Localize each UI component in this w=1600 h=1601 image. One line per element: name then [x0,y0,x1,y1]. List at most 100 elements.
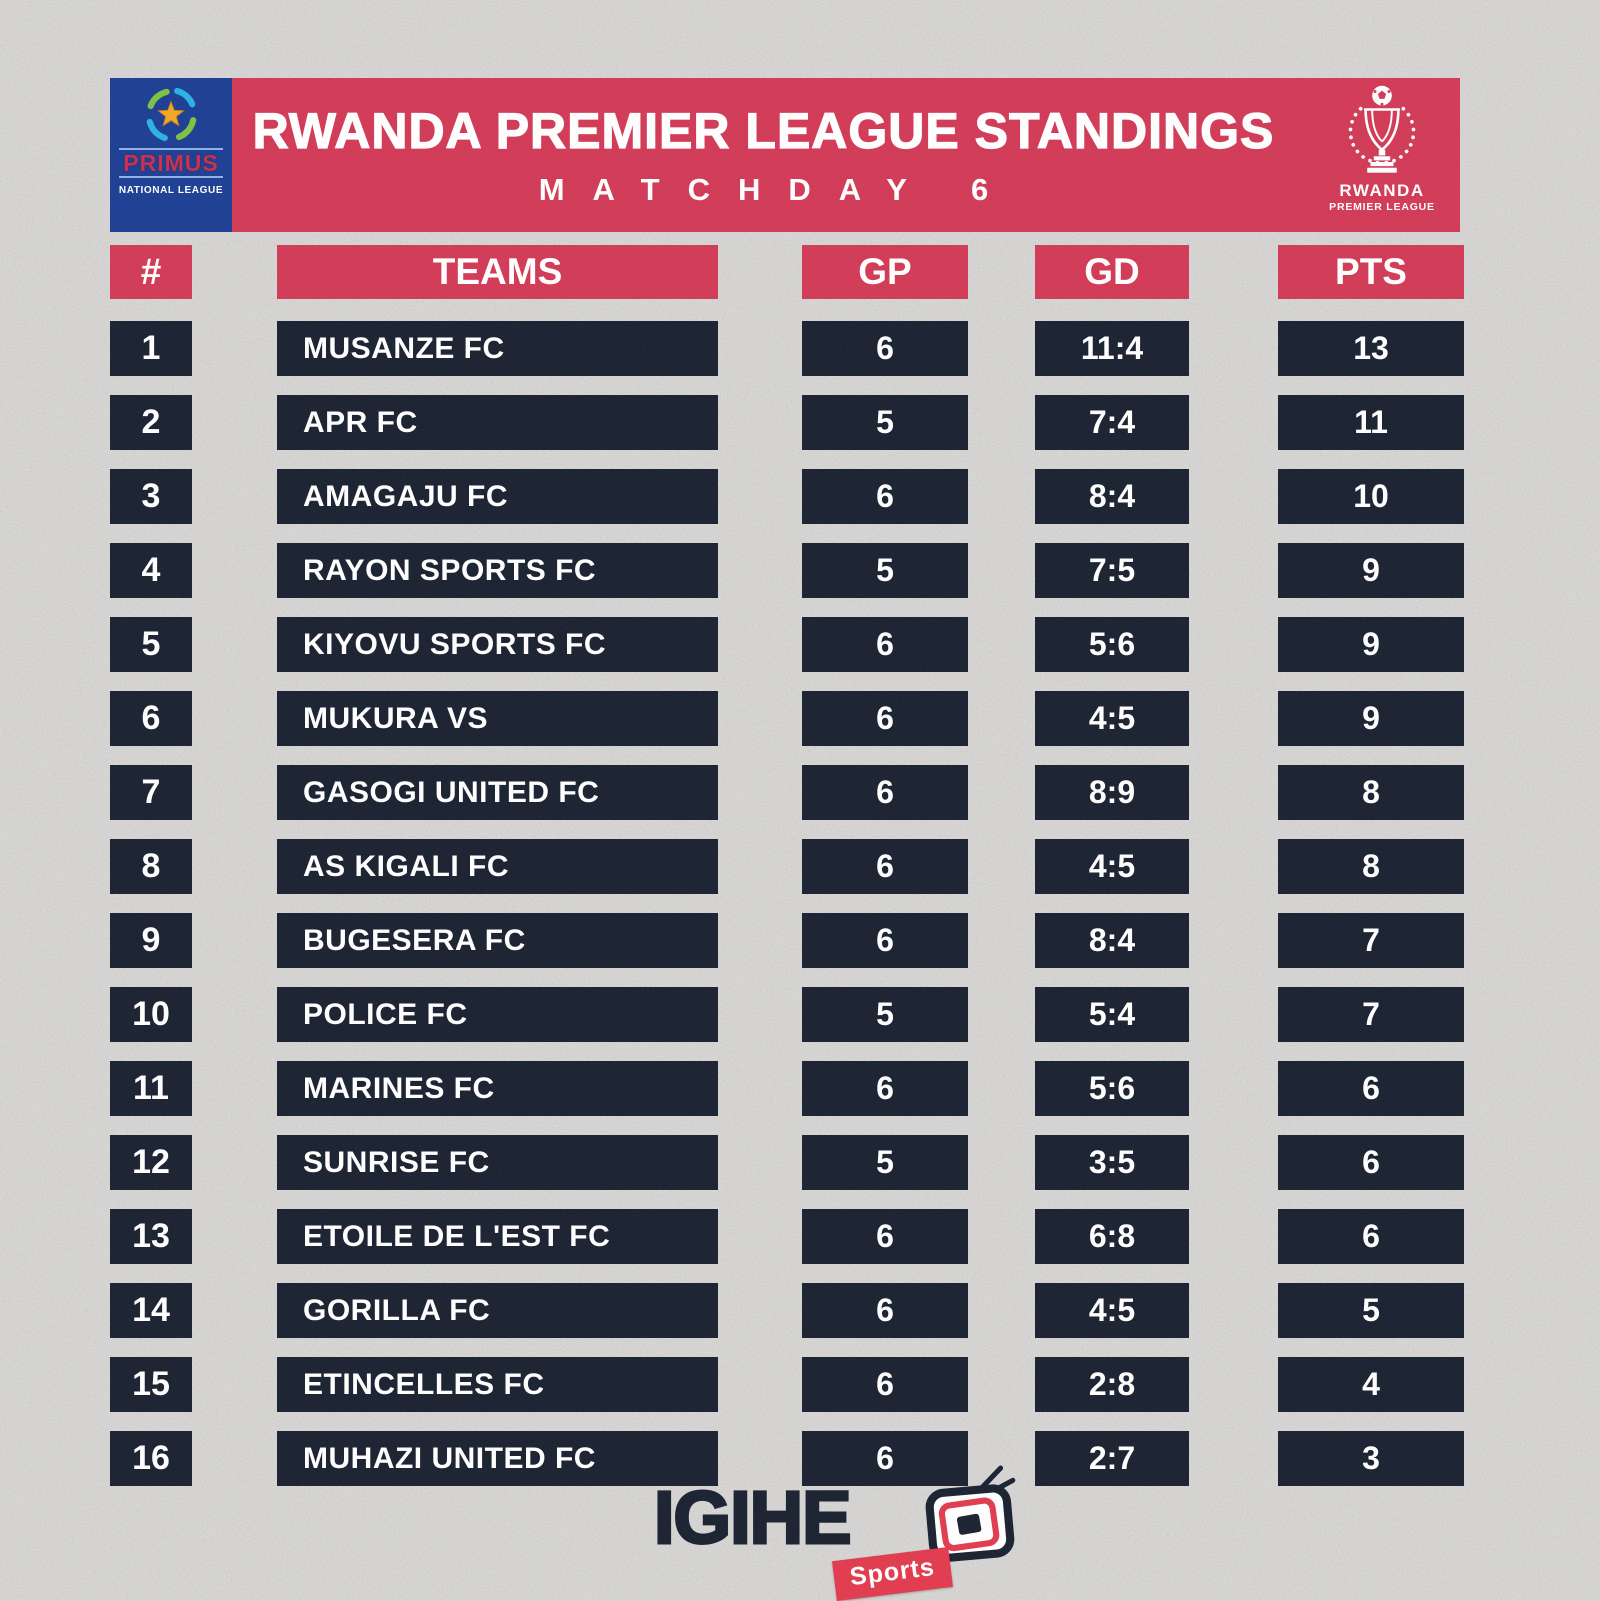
table-row: 12 SUNRISE FC 5 3:5 6 [110,1135,1464,1190]
team-name-cell: KIYOVU SPORTS FC [277,617,718,672]
rank-cell: 10 [110,987,192,1042]
pts-cell: 8 [1278,839,1464,894]
gp-cell: 6 [802,691,968,746]
rank-cell: 5 [110,617,192,672]
gp-cell: 6 [802,469,968,524]
gd-cell: 7:4 [1035,395,1189,450]
gd-cell: 5:4 [1035,987,1189,1042]
team-name-cell: MUSANZE FC [277,321,718,376]
pts-cell: 6 [1278,1061,1464,1116]
gd-cell: 8:9 [1035,765,1189,820]
gd-cell: 3:5 [1035,1135,1189,1190]
gp-cell: 5 [802,1135,968,1190]
rank-cell: 12 [110,1135,192,1190]
gd-cell: 4:5 [1035,839,1189,894]
gp-cell: 6 [802,617,968,672]
table-row: 9 BUGESERA FC 6 8:4 7 [110,913,1464,968]
rank-cell: 16 [110,1431,192,1486]
pts-cell: 7 [1278,987,1464,1042]
igihe-wordmark: IGIHE [652,1476,852,1559]
header-cell-pts: PTS [1278,245,1464,299]
gd-cell: 4:5 [1035,691,1189,746]
pts-cell: 6 [1278,1135,1464,1190]
team-name-cell: AS KIGALI FC [277,839,718,894]
gd-cell: 11:4 [1035,321,1189,376]
gd-cell: 8:4 [1035,469,1189,524]
team-name-cell: BUGESERA FC [277,913,718,968]
rpl-logo-line2: PREMIER LEAGUE [1329,200,1435,213]
table-row: 2 APR FC 5 7:4 11 [110,395,1464,450]
page-title: RWANDA PREMIER LEAGUE STANDINGS [252,102,1275,159]
header-cell-rank: # [110,245,192,299]
rank-cell: 3 [110,469,192,524]
pts-cell: 7 [1278,913,1464,968]
team-name-cell: AMAGAJU FC [277,469,718,524]
gd-cell: 4:5 [1035,1283,1189,1338]
gp-cell: 6 [802,1209,968,1264]
pts-cell: 13 [1278,321,1464,376]
pts-cell: 9 [1278,691,1464,746]
rank-cell: 7 [110,765,192,820]
rank-cell: 14 [110,1283,192,1338]
team-name-cell: ETINCELLES FC [277,1357,718,1412]
matchday-subtitle: MATCHDAY 6 [538,172,1017,207]
primus-ball-icon [146,87,197,142]
rank-cell: 6 [110,691,192,746]
table-row: 5 KIYOVU SPORTS FC 6 5:6 9 [110,617,1464,672]
rank-cell: 11 [110,1061,192,1116]
gp-cell: 6 [802,765,968,820]
primus-subtitle: NATIONAL LEAGUE [118,185,224,197]
table-row: 1 MUSANZE FC 6 11:4 13 [110,321,1464,376]
header-cell-gd: GD [1035,245,1189,299]
table-row: 3 AMAGAJU FC 6 8:4 10 [110,469,1464,524]
rank-cell: 1 [110,321,192,376]
table-row: 4 RAYON SPORTS FC 5 7:5 9 [110,543,1464,598]
rank-cell: 8 [110,839,192,894]
header-cell-teams: TEAMS [277,245,718,299]
team-name-cell: MUKURA VS [277,691,718,746]
gp-cell: 5 [802,395,968,450]
rank-cell: 15 [110,1357,192,1412]
gd-cell: 5:6 [1035,617,1189,672]
table-row: 6 MUKURA VS 6 4:5 9 [110,691,1464,746]
gp-cell: 6 [802,321,968,376]
gp-cell: 6 [802,1283,968,1338]
igihe-logo: IGIHE Sports [640,1465,1050,1601]
team-name-cell: ETOILE DE L'EST FC [277,1209,718,1264]
team-name-cell: POLICE FC [277,987,718,1042]
gp-cell: 6 [802,913,968,968]
gp-cell: 5 [802,543,968,598]
trophy-icon [1348,85,1416,173]
header-titles: RWANDA PREMIER LEAGUE STANDINGS MATCHDAY… [232,78,1295,232]
pts-cell: 9 [1278,617,1464,672]
team-name-cell: GORILLA FC [277,1283,718,1338]
table-row: 14 GORILLA FC 6 4:5 5 [110,1283,1464,1338]
gp-cell: 6 [802,1061,968,1116]
gd-cell: 5:6 [1035,1061,1189,1116]
gd-cell: 7:5 [1035,543,1189,598]
gp-cell: 5 [802,987,968,1042]
primus-brand: PRIMUS [119,148,223,179]
pts-cell: 11 [1278,395,1464,450]
gp-cell: 6 [802,839,968,894]
table-row: 8 AS KIGALI FC 6 4:5 8 [110,839,1464,894]
rank-cell: 4 [110,543,192,598]
pts-cell: 8 [1278,765,1464,820]
pts-cell: 3 [1278,1431,1464,1486]
pts-cell: 10 [1278,469,1464,524]
gd-cell: 2:7 [1035,1431,1189,1486]
pts-cell: 5 [1278,1283,1464,1338]
table-row: 7 GASOGI UNITED FC 6 8:9 8 [110,765,1464,820]
header-band: PRIMUS NATIONAL LEAGUE RWANDA PREMIER LE… [110,78,1460,232]
gp-cell: 6 [802,1357,968,1412]
table-row: 10 POLICE FC 5 5:4 7 [110,987,1464,1042]
header-cell-gp: GP [802,245,968,299]
team-name-cell: MARINES FC [277,1061,718,1116]
rpl-logo-line1: RWANDA [1339,181,1425,200]
pts-cell: 9 [1278,543,1464,598]
team-name-cell: GASOGI UNITED FC [277,765,718,820]
gd-cell: 2:8 [1035,1357,1189,1412]
gd-cell: 8:4 [1035,913,1189,968]
table-row: 11 MARINES FC 6 5:6 6 [110,1061,1464,1116]
